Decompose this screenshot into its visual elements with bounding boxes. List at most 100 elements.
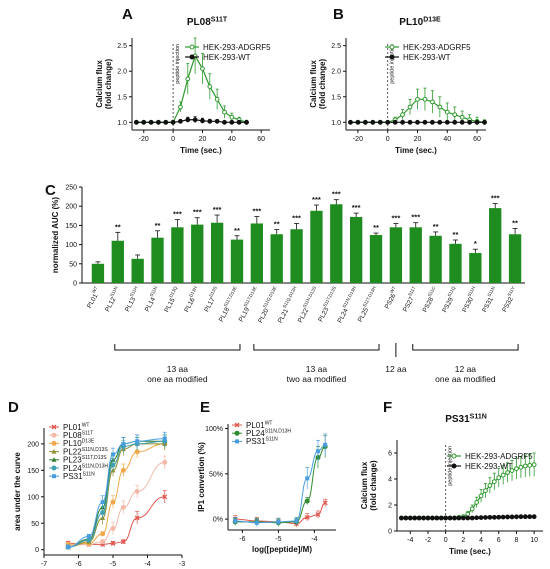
panel-d-point bbox=[134, 515, 140, 521]
panel-b-point bbox=[370, 119, 376, 125]
panel-f-point bbox=[421, 515, 426, 521]
panel-b-point bbox=[377, 119, 383, 125]
panel-b-legend-marker bbox=[389, 54, 395, 60]
panel-b-point bbox=[482, 119, 487, 125]
panel-c-y-tick-label: 250 bbox=[65, 185, 77, 192]
panel-f-y-label: (fold change) bbox=[369, 460, 378, 511]
panel-b-x-tick-label: 20 bbox=[414, 136, 422, 143]
panel-c-bar bbox=[489, 208, 502, 283]
panel-a-x-label: Time (sec.) bbox=[180, 146, 222, 155]
panel-f-x-tick-label: 2 bbox=[461, 537, 465, 544]
panel-c-group-label: 13 aa bbox=[167, 364, 189, 374]
panel-b-x-tick-label: 0 bbox=[386, 136, 390, 143]
panel-f-point bbox=[483, 515, 488, 520]
panel-a-point bbox=[178, 118, 183, 124]
panel-a-x-tick-label: -20 bbox=[139, 136, 149, 143]
panel-a-point bbox=[229, 114, 235, 120]
panel-f-point bbox=[509, 514, 515, 520]
panel-b-point bbox=[444, 109, 450, 115]
panel-c-category-label: PS28S11C bbox=[419, 285, 440, 314]
panel-f-point bbox=[487, 514, 493, 520]
panel-c-bar bbox=[191, 224, 204, 283]
panel-e-x-label: log([peptide]/M) bbox=[252, 545, 312, 554]
panel-f-series-line bbox=[401, 464, 535, 519]
panel-c-letter: C bbox=[45, 182, 56, 199]
panel-b-title: PL10D13E bbox=[399, 17, 441, 29]
panel-d-point bbox=[134, 449, 140, 455]
panel-e-fit-curve bbox=[235, 446, 326, 524]
panel-d-point bbox=[100, 531, 106, 537]
panel-c-group-bracket bbox=[114, 344, 241, 351]
panel-b-legend-entry: HEK-293-WT bbox=[403, 53, 451, 62]
panel-d-y-tick-label: 0 bbox=[35, 547, 39, 554]
panel-c-category-label: PS30S11H bbox=[459, 285, 480, 313]
panel-e-letter: E bbox=[200, 399, 210, 416]
panel-d-legend-marker bbox=[51, 449, 57, 454]
panel-d-x-tick-label: -5 bbox=[110, 561, 116, 568]
panel-e-point bbox=[276, 519, 281, 524]
panel-f-point bbox=[474, 515, 480, 521]
panel-c-bar bbox=[111, 240, 124, 283]
panel-b-point bbox=[400, 119, 405, 125]
panel-f-point bbox=[452, 515, 457, 521]
panel-e-legend-marker bbox=[234, 422, 240, 428]
panel-e-x-tick-label: -6 bbox=[239, 536, 245, 543]
panel-a-point bbox=[222, 109, 227, 115]
panel-f-letter: F bbox=[383, 399, 392, 416]
panel-d-point bbox=[100, 539, 106, 545]
panel-d-y-tick-label: 200 bbox=[27, 441, 39, 448]
panel-c-category-label: PL12S11N bbox=[102, 285, 123, 313]
panel-f-y-tick-label: 2 bbox=[388, 503, 392, 510]
panel-d-point bbox=[110, 526, 116, 532]
panel-d-point bbox=[121, 441, 126, 446]
panel-f-point bbox=[447, 515, 453, 521]
panel-f-point bbox=[518, 464, 524, 470]
panel-c-significance: *** bbox=[173, 210, 182, 219]
panel-c-y-tick-label: 100 bbox=[65, 242, 77, 249]
panel-f-y-tick-label: 4 bbox=[388, 477, 392, 484]
panel-f-legend-entry: HEK-293-WT bbox=[465, 462, 513, 471]
panel-f-point bbox=[478, 515, 484, 521]
panel-f-point bbox=[491, 514, 497, 520]
panel-d-point bbox=[162, 459, 168, 465]
panel-c-bar bbox=[429, 235, 442, 283]
panel-d-fit-curve bbox=[68, 496, 165, 545]
panel-e-point bbox=[294, 518, 299, 523]
panel-c-significance: *** bbox=[193, 208, 202, 217]
panel-c-group-label: two aa modified bbox=[287, 374, 347, 384]
panel-c-category-label: PL14S11N bbox=[142, 285, 163, 313]
panel-c-bar bbox=[270, 234, 283, 283]
panel-c-category-label: PL01WT bbox=[84, 285, 103, 309]
panel-e-point bbox=[322, 500, 328, 506]
panel-e-legend-marker bbox=[234, 430, 240, 436]
panel-c-category-label: PL23S11T,D13S bbox=[315, 285, 341, 323]
panel-e-point bbox=[323, 442, 328, 447]
panel-c-category-label: PL16D13H bbox=[181, 285, 202, 313]
panel-f-point bbox=[487, 483, 493, 488]
panel-b-injection-label: peptide injection bbox=[390, 44, 396, 84]
panel-f-x-tick-label: 4 bbox=[479, 537, 483, 544]
panel-a-legend-marker bbox=[189, 44, 195, 50]
panel-f-x-label: Time (sec.) bbox=[449, 547, 491, 556]
panel-c-significance: ** bbox=[453, 230, 459, 239]
panel-c-group-label: one aa modified bbox=[435, 374, 496, 384]
panel-c-group-bracket bbox=[253, 344, 380, 351]
panel-d-legend-entry: PL22S11N,D13S bbox=[63, 447, 108, 457]
panel-f-point bbox=[518, 514, 524, 520]
panel-a-legend-marker bbox=[189, 54, 195, 60]
panel-c-category-label: PS26WT bbox=[382, 285, 401, 310]
panel-c-category-label: PL19S11T,D13E bbox=[236, 285, 262, 323]
panel-a-point bbox=[134, 119, 139, 125]
panel-b-legend-entry: HEK-293-ADGRF5 bbox=[403, 43, 471, 52]
panel-c-bar bbox=[350, 216, 363, 283]
panel-f-legend-marker bbox=[451, 453, 457, 459]
panel-f-x-tick-label: 6 bbox=[497, 537, 501, 544]
panel-c-significance: ** bbox=[373, 223, 379, 232]
panel-c-category-label: PS27S11T bbox=[400, 285, 421, 313]
panel-d-legend-entry: PL23S11T,D13S bbox=[63, 455, 107, 465]
panel-d-x-tick-label: -6 bbox=[75, 561, 81, 568]
panel-c-bar bbox=[151, 237, 164, 283]
panel-f-x-tick-label: 0 bbox=[444, 537, 448, 544]
panel-b-point bbox=[362, 119, 368, 125]
